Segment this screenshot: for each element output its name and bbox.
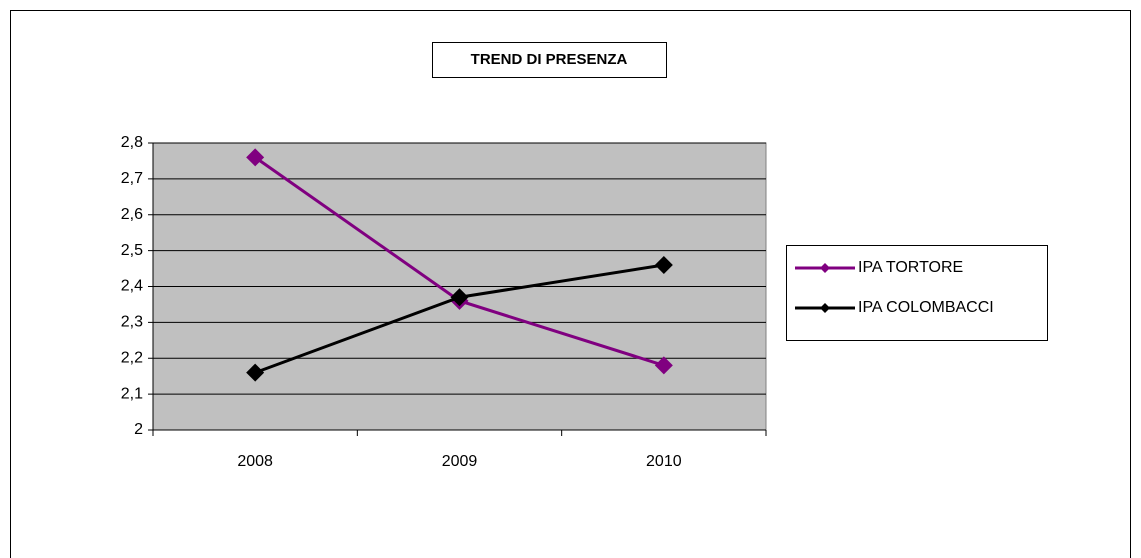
x-tick-label: 2010	[646, 453, 682, 470]
legend-box	[786, 245, 1048, 341]
x-tick-label: 2008	[237, 453, 273, 470]
series-marker	[654, 255, 673, 274]
legend-marker	[820, 303, 830, 313]
y-tick-label: 2,4	[121, 278, 143, 295]
legend-label: IPA COLOMBACCI	[858, 299, 994, 316]
series-marker	[246, 148, 265, 167]
y-tick-label: 2	[134, 421, 143, 438]
y-tick-label: 2,8	[121, 134, 143, 151]
chart-title: TREND DI PRESENZA	[471, 51, 628, 68]
y-tick-label: 2,2	[121, 349, 143, 366]
y-tick-label: 2,3	[121, 314, 143, 331]
chart-border	[10, 10, 1131, 558]
series-marker	[654, 356, 673, 375]
y-tick-label: 2,1	[121, 385, 143, 402]
series-marker	[246, 363, 265, 382]
legend-label: IPA TORTORE	[858, 259, 963, 276]
y-tick-label: 2,5	[121, 242, 143, 259]
legend-marker	[820, 263, 830, 273]
title-box	[432, 42, 667, 78]
series-marker	[450, 288, 469, 307]
x-tick-label: 2009	[442, 453, 478, 470]
y-tick-label: 2,6	[121, 206, 143, 223]
y-tick-label: 2,7	[121, 170, 143, 187]
